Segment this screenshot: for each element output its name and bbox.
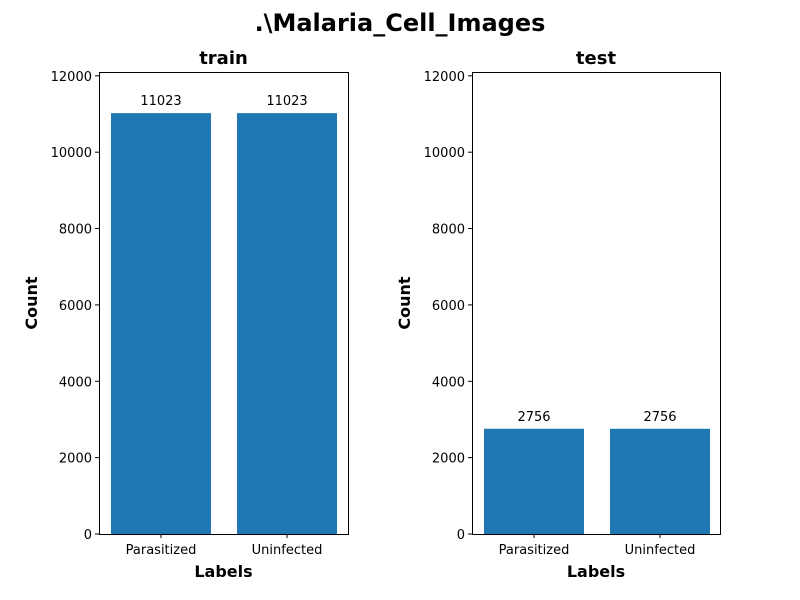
bar-value-label: 11023 (140, 94, 181, 109)
y-axis-label: Count (395, 276, 414, 330)
bar (484, 428, 584, 534)
axes-frame (99, 72, 349, 535)
x-tick-label: Uninfected (625, 543, 696, 558)
y-tick-label: 10000 (424, 146, 465, 161)
bar (111, 113, 211, 534)
bar-value-label: 2756 (643, 410, 676, 425)
x-tick-label: Parasitized (126, 543, 197, 558)
subplot-title: test (576, 48, 617, 69)
y-tick-label: 12000 (424, 70, 465, 85)
bar (237, 113, 337, 534)
subplot-test: 2756 Parasitized 2756 Uninfected 0 2000 4000 60… (395, 48, 721, 581)
bar-value-label: 2756 (517, 410, 550, 425)
y-tick-label: 8000 (59, 223, 92, 238)
y-tick-label: 4000 (59, 375, 92, 390)
y-tick-label: 8000 (432, 223, 465, 238)
y-tick-label: 6000 (59, 299, 92, 314)
x-axis-label: Labels (194, 562, 252, 581)
y-tick-label: 6000 (432, 299, 465, 314)
figure-title: .\Malaria_Cell_Images (255, 9, 546, 37)
subplots: 11023 Parasitized 11023 Uninfected 0 2000 4000… (22, 48, 721, 581)
subplot-train: 11023 Parasitized 11023 Uninfected 0 2000 4000… (22, 48, 349, 581)
y-tick-label: 2000 (432, 452, 465, 467)
x-tick-label: Uninfected (252, 543, 323, 558)
y-tick-label: 0 (84, 528, 92, 543)
y-tick-label: 4000 (432, 375, 465, 390)
y-tick-label: 0 (457, 528, 465, 543)
y-tick-label: 2000 (59, 452, 92, 467)
axes-frame (472, 72, 721, 535)
x-tick-label: Parasitized (499, 543, 570, 558)
bar-value-label: 11023 (266, 94, 307, 109)
bar (610, 428, 710, 534)
y-axis-label: Count (22, 276, 41, 330)
x-axis-label: Labels (567, 562, 625, 581)
subplot-title: train (199, 48, 248, 69)
y-tick-label: 10000 (51, 146, 92, 161)
y-tick-label: 12000 (51, 70, 92, 85)
